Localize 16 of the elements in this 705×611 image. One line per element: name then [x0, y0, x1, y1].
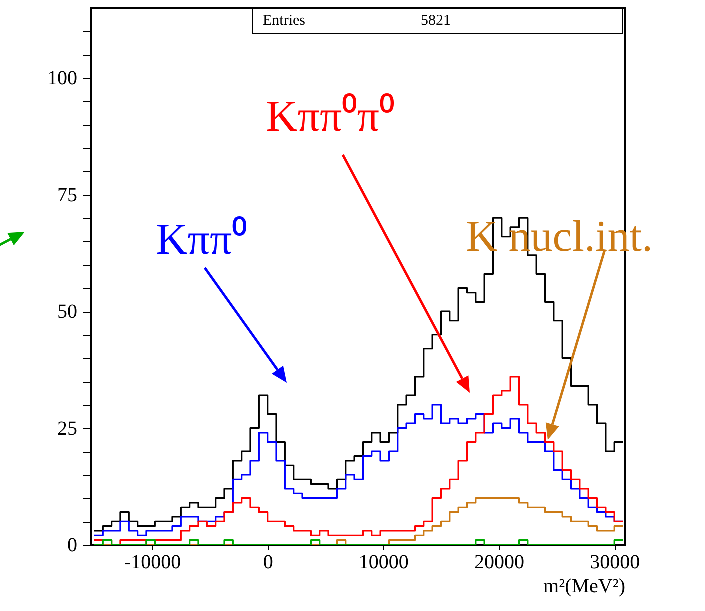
x-tick-label: 0 [263, 552, 274, 574]
x-axis-title: m²(MeV²) [544, 576, 626, 598]
x-tick-label: -10000 [124, 552, 182, 574]
y-tick-label: 25 [58, 418, 78, 440]
annotation: Entries [263, 13, 306, 30]
text: Kππ⁰ [156, 215, 248, 264]
text: Kππ⁰π⁰ [266, 92, 394, 141]
y-tick-label: 0 [68, 534, 78, 556]
y-tick-label: 100 [48, 68, 78, 90]
y-tick-label: 50 [58, 301, 78, 324]
stats-box: Entries 5821 [252, 9, 623, 34]
annotation: 5821 [421, 13, 451, 30]
x-tick-label: 30000 [590, 552, 640, 574]
x-tick-label: 20000 [474, 552, 525, 574]
x-tick-label: 10000 [358, 552, 409, 574]
y-tick-label: 75 [58, 184, 78, 206]
